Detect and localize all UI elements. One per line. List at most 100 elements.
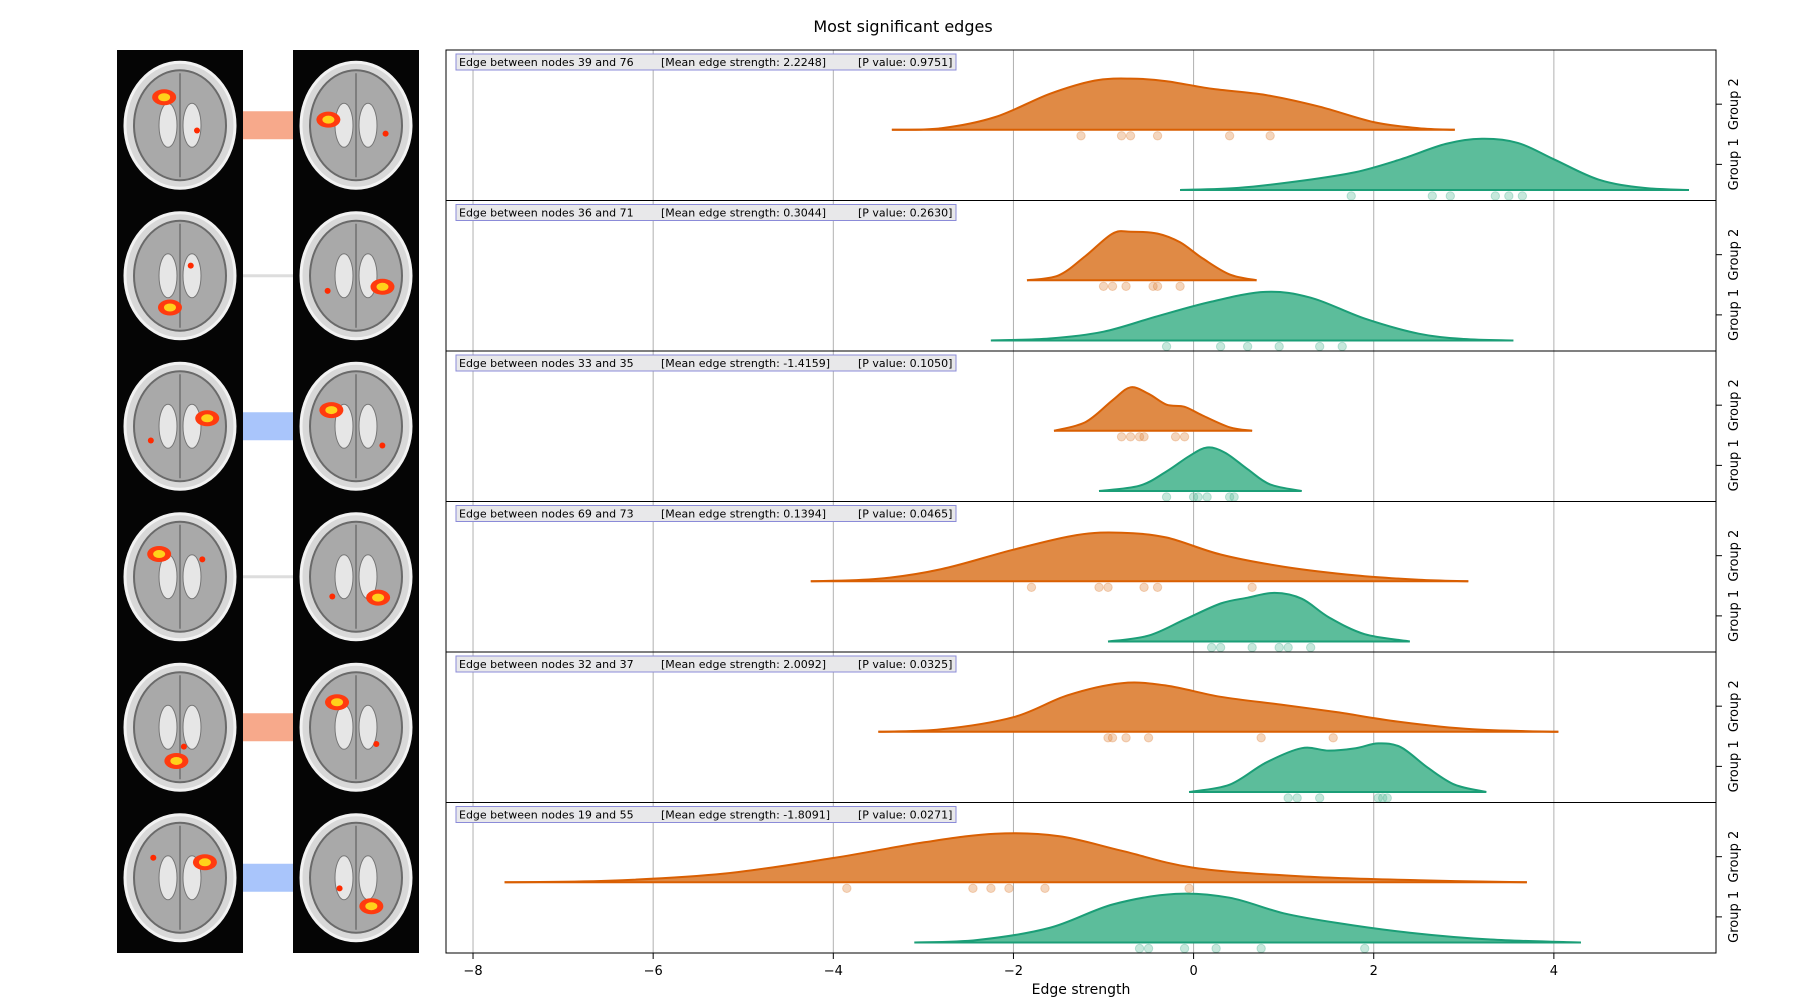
panel-3-group1-point-5 — [1179, 432, 1190, 442]
panel-1-p-label: [P value: 0.9751] — [858, 56, 952, 69]
panel-6-group1-point-5 — [1184, 883, 1194, 893]
panel-3-group2-ylabel: Group 2 — [1727, 379, 1742, 431]
panel-3-group1-ylabel: Group 1 — [1727, 439, 1742, 491]
panel-6-group2-point-5 — [1360, 943, 1370, 953]
panel-5-group2-point-1 — [1292, 793, 1302, 803]
panel-3-group2-point-2 — [1193, 492, 1203, 502]
panel-2-group2-ylabel: Group 2 — [1727, 229, 1742, 281]
panel-6-group1-point-4 — [1040, 883, 1050, 893]
brain-left-ventricle-right-4 — [182, 554, 202, 600]
panel-2 — [990, 230, 1514, 352]
panel-1-group2-point-0 — [1346, 191, 1356, 201]
brain-connector-4 — [243, 575, 293, 579]
panel-5-group1-ylabel: Group 1 — [1727, 740, 1742, 792]
panel-frames — [445, 49, 1717, 954]
panel-6-group2-point-3 — [1211, 943, 1221, 953]
brain-right-ventricle-left-5 — [334, 704, 354, 750]
brain-right-activation-core-4 — [372, 593, 385, 602]
x-tick-label-3: −2 — [1004, 964, 1023, 979]
panel-1-group2-point-3 — [1490, 191, 1501, 201]
panel-1-mean-label: [Mean edge strength: 2.2248] — [661, 56, 826, 69]
brain-right-activation-core-1 — [322, 115, 335, 124]
panel-4-group1-ylabel: Group 1 — [1727, 590, 1742, 642]
brain-right-activation-small-3 — [379, 442, 386, 449]
panel-5-info-box — [455, 655, 957, 673]
panel-6-group1-point-1 — [968, 883, 978, 893]
panel-3-group2-point-3 — [1202, 492, 1212, 502]
x-tick-label-6: 4 — [1550, 964, 1558, 979]
brain-row-4 — [117, 501, 419, 652]
panel-6-group2-point-4 — [1256, 943, 1266, 953]
brain-right-ventricle-left-6 — [334, 855, 354, 901]
brain-right-ventricle-left-4 — [334, 554, 354, 600]
panel-1-group2-ylabel: Group 2 — [1727, 78, 1742, 130]
x-tick-label-1: −6 — [644, 964, 663, 979]
panel-2-p-label: [P value: 0.2630] — [858, 207, 952, 220]
x-tick-label-5: 2 — [1370, 964, 1378, 979]
brain-row-2 — [117, 200, 419, 351]
panel-6-group1-ylabel: Group 1 — [1727, 891, 1742, 943]
panel-4-info-box — [455, 505, 957, 522]
brain-connector-1 — [243, 111, 293, 140]
brain-right-ventricle-right-3 — [358, 403, 378, 449]
right-y-axis: Group 2 Group 1 Group 2 Group 1 Group 2 Group… — [1716, 78, 1742, 943]
panel-2-info-box — [455, 204, 957, 221]
panel-6-group1-curve — [504, 832, 1527, 884]
panel-1-group1-point-1 — [1116, 131, 1127, 141]
panel-6-group2-ylabel: Group 2 — [1727, 831, 1742, 883]
brain-right-ventricle-left-1 — [334, 102, 354, 148]
panel-1-group2-point-5 — [1517, 191, 1528, 201]
panel-6-group2-curve — [914, 892, 1581, 944]
panel-1-edge-label: Edge between nodes 39 and 76 — [459, 56, 634, 69]
panel-4-group1-point-4 — [1152, 582, 1163, 592]
panel-3-group1-point-0 — [1116, 432, 1127, 442]
panel-5-mean-label: [Mean edge strength: 2.0092] — [661, 658, 826, 671]
ridgeline-plot — [504, 77, 1690, 953]
panel-5-group2-point-0 — [1283, 793, 1293, 803]
brain-left-ventricle-left-6 — [158, 855, 178, 901]
brain-left-ventricle-left-1 — [158, 102, 178, 148]
panel-6-group2-point-2 — [1179, 943, 1190, 953]
panel-5-group1-point-3 — [1143, 733, 1154, 743]
panel-4-group2-point-2 — [1247, 642, 1257, 653]
brain-right-activation-small-6 — [336, 885, 343, 892]
brain-row-1 — [117, 50, 419, 201]
panel-3-group2-density — [1099, 447, 1302, 491]
brain-left-activation-small-3 — [147, 437, 154, 444]
x-axis: −8 −6 −4 −2 0 2 4 — [463, 953, 1558, 979]
panel-6-group2-density — [914, 893, 1581, 943]
panel-2-group2-curve — [990, 290, 1514, 342]
panel-1-group2-curve — [1180, 137, 1690, 191]
panel-3-group1-curve — [1053, 386, 1253, 432]
panel-1-group1-curve — [891, 77, 1455, 131]
panel-1-group1-point-2 — [1125, 131, 1136, 141]
panel-1-group1-density — [891, 78, 1455, 130]
brain-right-ventricle-right-6 — [358, 855, 378, 901]
panel-6-group1-point-0 — [842, 883, 852, 893]
brain-row-5 — [117, 652, 419, 803]
brain-left-activation-small-1 — [193, 127, 200, 134]
brain-right-activation-small-4 — [329, 593, 336, 600]
panel-2-group2-point-4 — [1314, 341, 1325, 352]
panel-info-boxes: Edge between nodes 39 and 76 [Mean edge s… — [455, 53, 957, 823]
panel-6-group1-point-2 — [986, 883, 996, 893]
panel-1-group2-point-1 — [1427, 191, 1437, 201]
panel-1-group2-point-4 — [1504, 191, 1514, 201]
brain-left-activation-small-5 — [180, 743, 187, 750]
panel-4-group1-curve — [810, 531, 1469, 583]
brain-row-6 — [117, 802, 419, 953]
brain-left-ventricle-left-3 — [158, 403, 178, 449]
panel-4-group2-point-3 — [1274, 642, 1284, 653]
brain-left-activation-core-5 — [170, 756, 183, 765]
panel-2-group2-point-3 — [1274, 341, 1284, 352]
panel-2-edge-label: Edge between nodes 36 and 71 — [459, 207, 634, 220]
brain-left-activation-core-1 — [158, 93, 171, 102]
panel-6-edge-label: Edge between nodes 19 and 55 — [459, 809, 634, 822]
panel-4-group2-point-4 — [1283, 642, 1293, 653]
panel-4-group2-point-1 — [1215, 642, 1226, 653]
brain-image-panel — [117, 50, 419, 953]
panel-1-group1-point-5 — [1265, 131, 1275, 141]
panel-6-frame — [445, 802, 1717, 954]
panel-5-p-label: [P value: 0.0325] — [858, 658, 952, 671]
